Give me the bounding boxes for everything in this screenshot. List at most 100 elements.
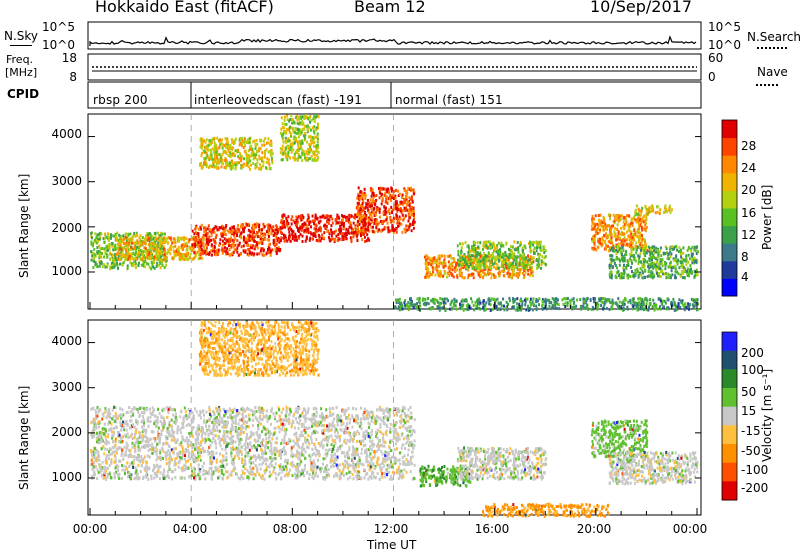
- echo-cell: [373, 199, 376, 203]
- echo-cell: [532, 243, 535, 247]
- echo-cell: [618, 300, 621, 304]
- echo-cell: [279, 226, 282, 230]
- echo-cell: [385, 217, 388, 221]
- echo-cell: [403, 189, 406, 192]
- echo-cell: [197, 232, 200, 236]
- echo-cell: [510, 245, 512, 249]
- echo-cell: [270, 150, 273, 154]
- echo-cell: [257, 148, 260, 152]
- echo-cell: [405, 198, 408, 201]
- echo-cell: [693, 261, 696, 265]
- echo-cell: [514, 255, 517, 259]
- echo-cell: [529, 255, 532, 259]
- echo-cell: [642, 265, 645, 269]
- echo-cell: [156, 237, 158, 241]
- echo-cell: [316, 158, 319, 162]
- echo-cell: [486, 265, 489, 269]
- echo-cell: [126, 236, 129, 240]
- echo-cell: [200, 247, 203, 251]
- echo-cell: [258, 225, 260, 229]
- echo-cell: [291, 215, 294, 219]
- echo-cell: [359, 208, 362, 212]
- echo-cell: [497, 241, 500, 245]
- echo-cell: [491, 262, 494, 266]
- echo-cell: [548, 304, 551, 308]
- echo-cell: [343, 215, 346, 218]
- echo-cell: [158, 258, 161, 262]
- echo-cell: [118, 252, 121, 256]
- echo-cell: [538, 243, 541, 246]
- echo-cell: [224, 249, 227, 253]
- echo-cell: [303, 153, 306, 157]
- echo-cell: [145, 252, 148, 256]
- echo-cell: [231, 140, 234, 144]
- echo-cell: [285, 146, 287, 150]
- echo-cell: [221, 146, 224, 150]
- echo-cell: [215, 233, 218, 237]
- echo-cell: [528, 258, 531, 262]
- echo-cell: [230, 159, 233, 163]
- echo-cell: [357, 209, 360, 213]
- echo-cell: [271, 159, 273, 163]
- echo-region: [355, 186, 416, 235]
- echo-cell: [622, 243, 625, 247]
- echo-cell: [378, 207, 381, 211]
- echo-cell: [239, 152, 242, 156]
- echo-cell: [290, 148, 293, 152]
- echo-cell: [243, 238, 246, 242]
- echo-cell: [229, 151, 232, 155]
- echo-cell: [646, 249, 649, 252]
- echo-cell: [163, 255, 166, 259]
- echo-cell: [206, 232, 209, 236]
- station-title: Hokkaido East (fitACF): [95, 0, 274, 16]
- echo-cell: [208, 251, 211, 254]
- echo-cell: [391, 224, 394, 228]
- echo-cell: [306, 152, 309, 156]
- echo-cell: [246, 223, 249, 227]
- echo-cell: [213, 147, 216, 150]
- echo-cell: [295, 238, 298, 242]
- echo-cell: [255, 153, 258, 157]
- echo-cell: [463, 276, 466, 280]
- echo-cell: [204, 243, 207, 247]
- echo-cell: [159, 234, 162, 238]
- echo-cell: [157, 231, 159, 235]
- echo-cell: [289, 235, 291, 239]
- echo-cell: [362, 208, 365, 212]
- echo-cell: [545, 300, 548, 303]
- echo-cell: [600, 304, 603, 307]
- echo-cell: [467, 276, 470, 280]
- echo-cell: [220, 158, 223, 162]
- echo-cell: [308, 221, 311, 225]
- echo-cell: [476, 258, 479, 262]
- echo-cell: [146, 232, 149, 236]
- echo-cell: [490, 272, 493, 276]
- echo-cell: [235, 248, 238, 252]
- echo-cell: [369, 187, 372, 190]
- echo-cell: [659, 267, 662, 271]
- echo-cell: [367, 237, 370, 241]
- echo-cell: [609, 230, 612, 234]
- echo-region: [423, 254, 535, 280]
- echo-cell: [197, 257, 200, 261]
- echo-cell: [136, 253, 139, 257]
- echo-cell: [666, 210, 669, 214]
- echo-cell: [280, 116, 283, 120]
- echo-cell: [330, 224, 333, 228]
- echo-cell: [658, 249, 661, 253]
- echo-cell: [359, 204, 362, 208]
- echo-cell: [297, 153, 300, 157]
- echo-cell: [439, 274, 442, 278]
- echo-cell: [626, 230, 628, 234]
- echo-cell: [246, 138, 249, 142]
- echo-cell: [489, 309, 492, 312]
- echo-cell: [644, 229, 647, 233]
- echo-cell: [336, 238, 339, 242]
- echo-cell: [617, 250, 619, 254]
- echo-cell: [566, 301, 569, 305]
- echo-cell: [322, 214, 325, 218]
- echo-cell: [328, 218, 331, 222]
- echo-cell: [263, 232, 266, 236]
- echo-cell: [519, 268, 521, 272]
- echo-cell: [283, 122, 286, 126]
